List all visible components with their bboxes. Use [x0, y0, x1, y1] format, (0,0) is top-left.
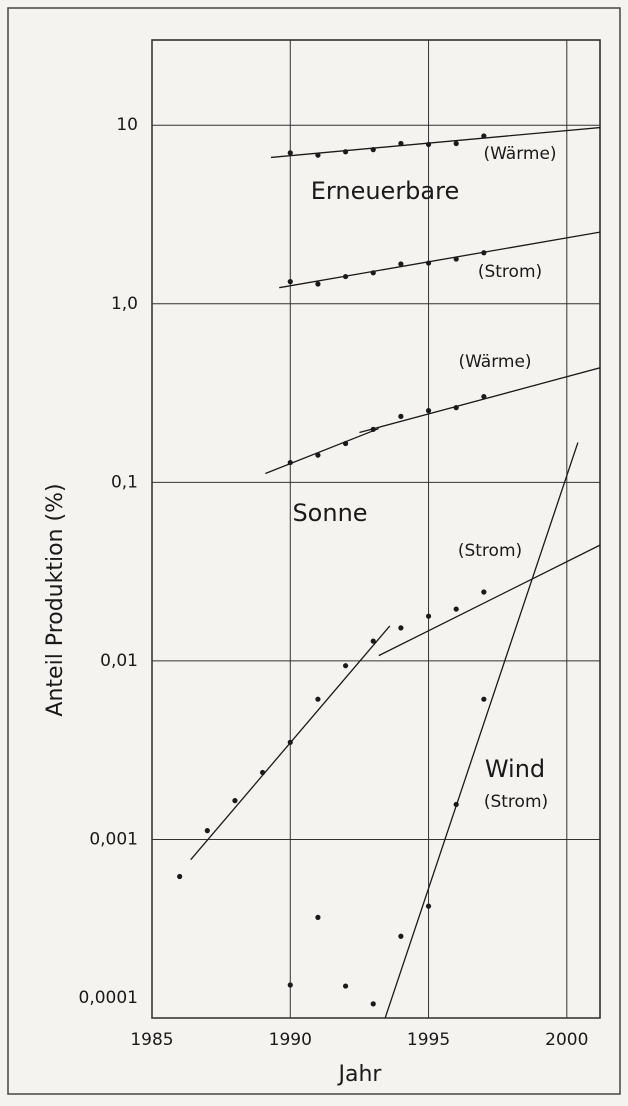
- data-point: [287, 982, 293, 988]
- data-point: [425, 408, 432, 414]
- plot-marks: [177, 126, 600, 1018]
- data-point: [204, 828, 210, 834]
- data-point: [398, 933, 404, 939]
- data-point: [370, 638, 376, 644]
- data-point: [398, 413, 404, 419]
- annotation: (Strom): [458, 541, 522, 561]
- data-point: [481, 133, 487, 139]
- trend-line: [265, 427, 380, 475]
- data-point: [481, 394, 487, 400]
- x-tick-label: 1990: [269, 1030, 312, 1050]
- y-axis-title: Anteil Produktion (%): [43, 483, 68, 716]
- y-tick-label: 1,0: [111, 294, 138, 314]
- data-point: [398, 261, 404, 267]
- data-point: [370, 1001, 376, 1007]
- annotation: (Wärme): [458, 352, 531, 372]
- data-point: [481, 589, 487, 595]
- y-tick-label: 0,01: [100, 651, 138, 671]
- y-tick-label: 0,001: [89, 829, 138, 849]
- x-tick-label: 1985: [130, 1030, 173, 1050]
- trend-line: [270, 126, 600, 159]
- y-tick-label: 0,0001: [79, 988, 138, 1008]
- y-tick-label: 0,1: [111, 472, 138, 492]
- annotation: Sonne: [292, 499, 367, 527]
- data-point: [232, 798, 238, 804]
- data-point: [315, 281, 321, 287]
- annotation: (Wärme): [483, 144, 556, 164]
- y-tick-label: 10: [116, 115, 138, 135]
- annotation: (Strom): [478, 262, 542, 282]
- x-axis-title: Jahr: [337, 1062, 383, 1087]
- data-point: [342, 983, 349, 989]
- data-point: [315, 914, 321, 920]
- data-point: [425, 613, 432, 619]
- annotation: Erneuerbare: [311, 177, 459, 205]
- data-point: [453, 606, 459, 612]
- x-tick-label: 1995: [407, 1030, 450, 1050]
- frame: [7, 7, 621, 1095]
- data-point: [398, 140, 404, 147]
- annotation: (Strom): [484, 792, 548, 812]
- data-point: [315, 696, 321, 702]
- data-point: [287, 279, 293, 285]
- annotation: Wind: [485, 755, 545, 783]
- trend-line: [378, 544, 600, 657]
- trend-line: [190, 625, 391, 861]
- data-point: [177, 873, 183, 880]
- data-point: [425, 903, 432, 909]
- data-point: [453, 140, 459, 147]
- trend-line: [384, 442, 579, 1018]
- x-tick-label: 2000: [545, 1030, 588, 1050]
- trend-line: [279, 231, 600, 289]
- data-point: [287, 150, 293, 156]
- trend-line: [359, 367, 600, 434]
- data-point: [398, 625, 404, 631]
- data-point: [481, 696, 487, 702]
- data-point: [342, 663, 349, 669]
